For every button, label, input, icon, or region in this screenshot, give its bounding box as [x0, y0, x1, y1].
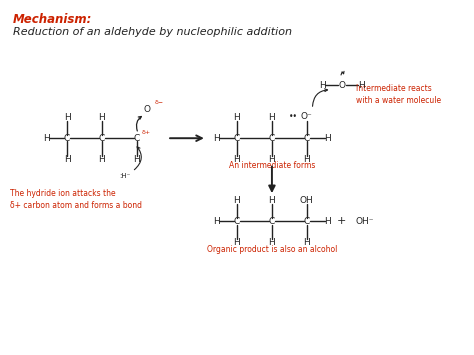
Text: H: H	[269, 113, 275, 122]
FancyArrowPatch shape	[134, 147, 141, 170]
Text: H: H	[43, 134, 49, 143]
FancyArrowPatch shape	[312, 89, 328, 106]
Text: C: C	[99, 134, 105, 143]
Text: C: C	[304, 134, 310, 143]
Text: H: H	[269, 238, 275, 247]
FancyArrowPatch shape	[341, 71, 344, 75]
Text: An intermediate forms: An intermediate forms	[229, 161, 315, 170]
Text: ••: ••	[289, 112, 298, 121]
Text: H: H	[213, 134, 219, 143]
Text: OH: OH	[300, 196, 314, 205]
Text: H: H	[324, 217, 331, 226]
Text: H: H	[319, 81, 326, 89]
Text: Mechanism:: Mechanism:	[12, 13, 92, 26]
Text: O: O	[338, 81, 345, 89]
Text: H: H	[134, 154, 140, 164]
Text: C: C	[234, 134, 240, 143]
Text: H: H	[303, 154, 310, 164]
Text: H: H	[213, 217, 219, 226]
Text: C: C	[234, 217, 240, 226]
Text: +: +	[337, 217, 346, 226]
Text: H: H	[303, 238, 310, 247]
Text: C: C	[269, 134, 275, 143]
Text: O⁻: O⁻	[301, 112, 313, 121]
Text: H: H	[358, 81, 365, 89]
Text: H: H	[99, 113, 105, 122]
Text: C: C	[64, 134, 70, 143]
Text: C: C	[269, 217, 275, 226]
Text: H: H	[64, 154, 71, 164]
Text: H: H	[234, 113, 240, 122]
Text: Organic product is also an alcohol: Organic product is also an alcohol	[207, 245, 337, 255]
Text: C: C	[304, 217, 310, 226]
Text: H: H	[269, 154, 275, 164]
Text: OH⁻: OH⁻	[356, 217, 374, 226]
Text: H: H	[324, 134, 331, 143]
Text: H: H	[269, 196, 275, 205]
Text: δ+: δ+	[142, 130, 151, 136]
Text: Intermediate reacts
with a water molecule: Intermediate reacts with a water molecul…	[356, 84, 441, 105]
Text: O: O	[144, 105, 151, 114]
Text: C: C	[134, 134, 140, 143]
FancyArrowPatch shape	[137, 116, 141, 131]
Text: H: H	[234, 154, 240, 164]
Text: Reduction of an aldehyde by nucleophilic addition: Reduction of an aldehyde by nucleophilic…	[12, 27, 292, 37]
Text: H: H	[234, 238, 240, 247]
Text: H: H	[64, 113, 71, 122]
Text: δ−: δ−	[155, 100, 164, 105]
Text: H: H	[234, 196, 240, 205]
Text: The hydride ion attacks the
δ+ carbon atom and forms a bond: The hydride ion attacks the δ+ carbon at…	[10, 189, 142, 210]
Text: :H⁻: :H⁻	[119, 173, 131, 179]
Text: H: H	[99, 154, 105, 164]
